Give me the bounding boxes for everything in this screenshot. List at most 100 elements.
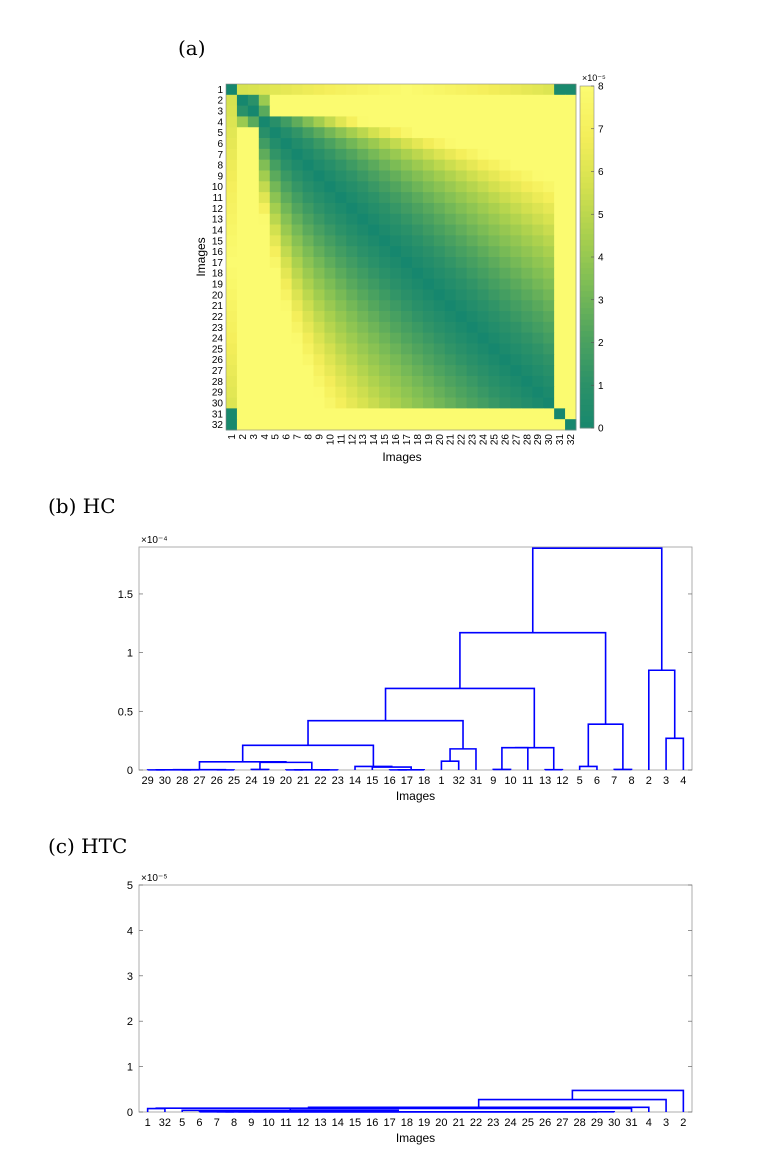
heatmap-cell [455,202,468,215]
heatmap-cell [433,375,446,388]
heatmap-cell [521,148,533,161]
colorbar-step [580,234,594,241]
heatmap-cell [411,300,424,312]
heatmap-cell [291,246,303,258]
heatmap-cell [313,321,325,334]
heatmap-cell [226,246,238,258]
heatmap-cell [324,105,336,117]
heatmap-cell [565,278,577,290]
heatmap-cell [324,170,336,182]
heatmap-cell [313,397,325,409]
heatmap-cell [554,311,566,323]
heatmap-cell [390,257,402,269]
leaf-label: 30 [608,1117,620,1129]
heatmap-cell [488,408,500,420]
heatmap-cell [258,343,271,355]
heatmap-cell [455,419,468,431]
heatmap-cell [247,213,260,225]
heatmap-cell [422,419,435,431]
heatmap-cell [433,354,446,366]
heatmap-cell [280,192,293,204]
heatmap-cell [280,181,293,193]
heatmap-cell [226,311,238,323]
heatmap-cell [247,181,260,193]
heatmap-cell [543,202,555,215]
heatmap-cell [532,267,544,280]
heatmap-cell [313,84,325,96]
heatmap-cell [554,213,566,225]
heatmap-cell [477,332,489,344]
heatmap-cell [258,278,271,290]
heatmap-cell [499,386,511,398]
heatmap-cell [466,397,478,409]
heatmap-cell [433,116,446,128]
hc-dendrogram-chart: 00.511.5×10⁻⁴29 30 28 27 26 25 24 19 20 21 22 23 14 1… [118,535,693,803]
heatmap-cell [379,213,391,225]
heatmap-cell [521,257,533,269]
leaf-label: 31 [470,775,482,787]
heatmap-cell [324,267,336,280]
row-tick-label: 22 [212,312,224,323]
heatmap-cell [532,224,544,236]
heatmap-cell [543,332,555,344]
heatmap-cell [390,192,402,204]
leaf-label: 7 [214,1117,220,1129]
heatmap-cell [499,224,511,236]
leaf-label: 15 [349,1117,361,1129]
heatmap-cell [466,116,478,128]
leaf-label: 4 [646,1117,652,1129]
heatmap-cell [488,213,500,225]
heatmap-cell [521,84,533,96]
heatmap-cell [444,224,457,236]
heatmap-cell [390,159,402,171]
heatmap-cell [422,321,435,334]
heatmap-cell [357,354,369,366]
heatmap-cell [444,386,457,398]
heatmap-cell [433,246,446,258]
heatmap-cell [269,419,282,431]
colorbar-step [580,97,594,104]
heatmap-cell [401,354,413,366]
heatmap-cell [488,246,500,258]
heatmap-cell [510,202,522,215]
heatmap-cell [510,300,522,312]
heatmap-cell [565,419,577,431]
heatmap-cell [401,343,413,355]
heatmap-cell [226,192,238,204]
leaf-label: 24 [245,775,257,787]
heatmap-cell [554,289,566,301]
heatmap-cell [466,257,478,269]
heatmap-cell [368,419,380,431]
heatmap-cell [346,419,358,431]
heatmap-cell [291,419,303,431]
heatmap-cell [532,311,544,323]
leaf-label: 29 [142,775,154,787]
heatmap-cell [532,246,544,258]
heatmap-cell [236,300,249,312]
heatmap-cell [466,148,478,161]
heatmap-cell [258,224,271,236]
heatmap-cell [554,321,566,334]
heatmap-cell [247,278,260,290]
heatmap-cell [236,84,249,96]
heatmap-cell [401,257,413,269]
heatmap-cell [335,257,347,269]
heatmap-cell [269,354,282,366]
y-multiplier: ×10⁻⁵ [141,873,167,884]
heatmap-cell [565,386,577,398]
colorbar-step [580,353,594,361]
heatmap-cell [335,159,347,171]
heatmap-cell [236,148,249,161]
heatmap-cell [236,321,249,334]
heatmap-cell [444,321,457,334]
colorbar-tick-label: 4 [598,253,604,264]
heatmap-cell [236,159,249,171]
leaf-label: 11 [280,1117,291,1129]
heatmap-cell [379,397,391,409]
heatmap-cell [499,375,511,388]
heatmap-cell [510,278,522,290]
heatmap-cell [280,375,293,388]
heatmap-cell [346,138,358,150]
colorbar-tick-label: 2 [598,338,604,349]
heatmap-cell [258,408,271,420]
